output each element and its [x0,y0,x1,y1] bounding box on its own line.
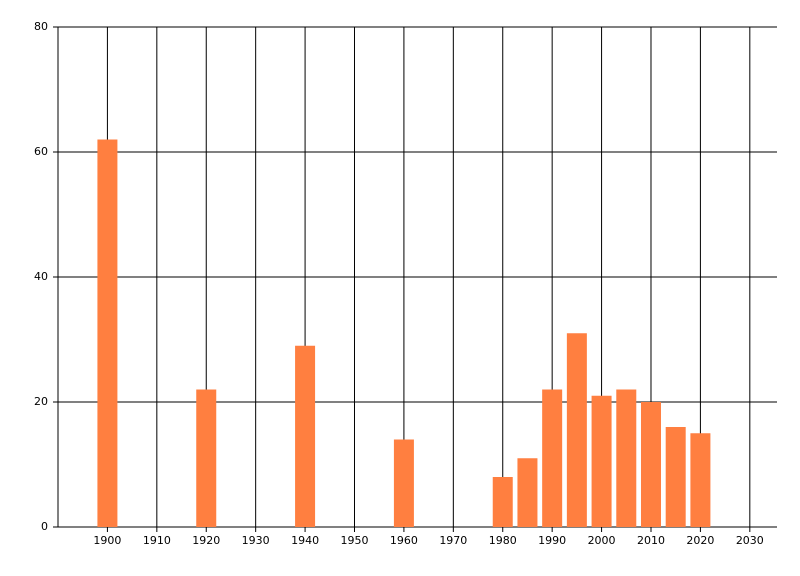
bar [566,333,587,527]
y-tick-label: 60 [34,145,48,158]
bar [97,139,118,527]
x-tick-label: 1950 [340,534,368,547]
x-tick-label: 2010 [637,534,665,547]
x-tick-label: 1920 [192,534,220,547]
bar [295,345,316,527]
bar [665,427,686,527]
bar [616,389,637,527]
x-tick-label: 2020 [686,534,714,547]
x-tick-label: 1980 [489,534,517,547]
bar [196,389,217,527]
bar [542,389,563,527]
x-tick-label: 1930 [242,534,270,547]
x-tick-label: 1960 [390,534,418,547]
y-tick-label: 80 [34,20,48,33]
y-tick-label: 40 [34,270,48,283]
bar [517,458,538,527]
x-tick-label: 1910 [143,534,171,547]
bar [591,395,612,527]
bar [492,477,513,527]
x-tick-label: 2000 [588,534,616,547]
x-tick-label: 1900 [93,534,121,547]
x-tick-label: 1940 [291,534,319,547]
bar [640,402,661,527]
y-tick-label: 0 [41,520,48,533]
x-tick-label: 1990 [538,534,566,547]
x-tick-label: 1970 [439,534,467,547]
bar [393,439,414,527]
bar [690,433,711,527]
y-tick-label: 20 [34,395,48,408]
x-tick-label: 2030 [736,534,764,547]
